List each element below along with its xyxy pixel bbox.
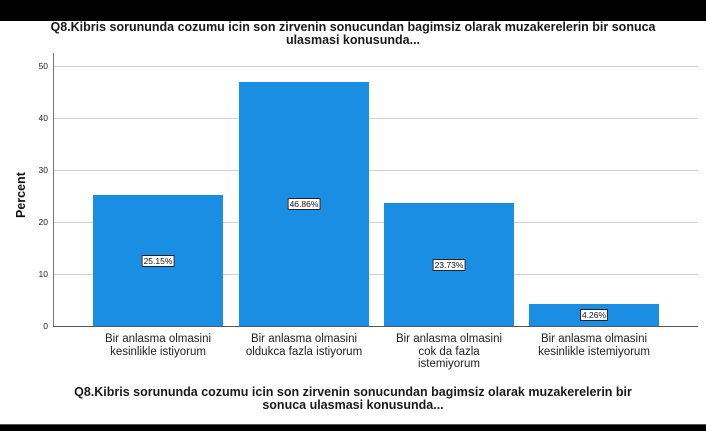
y-axis-line (53, 53, 54, 327)
y-tick-label: 50 (38, 61, 48, 71)
x-category-label-line: kesinlikle istiyorum (110, 345, 206, 358)
gridline (54, 118, 698, 119)
x-category-label-line: Bir anlasma olmasini (395, 333, 503, 345)
x-category-label-line: Bir anlasma olmasini (104, 333, 212, 345)
x-category-label: Bir anlasma olmasini kesinlikle istemiyor… (519, 333, 669, 358)
gridline (54, 66, 698, 67)
chart-title: Q8.Kibris sorununda cozumu icin son zirv… (0, 21, 706, 47)
y-tick-label: 10 (38, 269, 48, 279)
x-category-label-line: cok da fazla (418, 345, 480, 358)
y-tick-label: 30 (38, 165, 48, 175)
bar-data-label: 46.86% (287, 198, 321, 210)
top-border (0, 0, 706, 21)
x-category-label-line: Bir anlasma olmasini (250, 333, 358, 345)
x-category-label-line: kesinlikle istemiyorum (538, 345, 650, 358)
y-tick-label: 20 (38, 217, 48, 227)
bar-data-label: 25.15% (141, 254, 175, 267)
bar-data-label: 23.73% (432, 258, 466, 271)
bottom-border (0, 424, 706, 431)
y-tick-label: 0 (43, 321, 48, 331)
x-category-label-line: Bir anlasma olmasini (540, 333, 648, 345)
x-category-label: Bir anlasma olmasini oldukca fazla istiyo… (229, 333, 379, 358)
x-axis-label-line-1: Q8.Kibris sorununda cozumu icin son zirv… (74, 385, 632, 399)
x-category-label-line: oldukca fazla istiyorum (245, 345, 363, 358)
x-category-label: Bir anlasma olmasini cok da fazla istemiyo… (374, 333, 524, 371)
y-tick-label: 40 (38, 113, 48, 123)
x-axis-line (53, 326, 698, 327)
x-category-label: Bir anlasma olmasini kesinlikle istiyorum (83, 333, 233, 358)
x-category-label-line: istemiyorum (418, 358, 480, 370)
gridline (54, 274, 698, 275)
x-axis-label-line-2: sonuca ulasmasi konusunda... (262, 398, 444, 412)
gridline (54, 222, 698, 223)
x-axis-label: Q8.Kibris sorununda cozumu icin son zirv… (0, 386, 706, 412)
chart-title-line-2: ulasmasi konusunda... (285, 33, 421, 47)
bar-data-label: 4.26% (579, 309, 609, 321)
y-axis-label: Percent (14, 172, 28, 218)
gridline (54, 170, 698, 171)
chart-title-line-1: Q8.Kibris sorununda cozumu icin son zirv… (50, 20, 656, 34)
